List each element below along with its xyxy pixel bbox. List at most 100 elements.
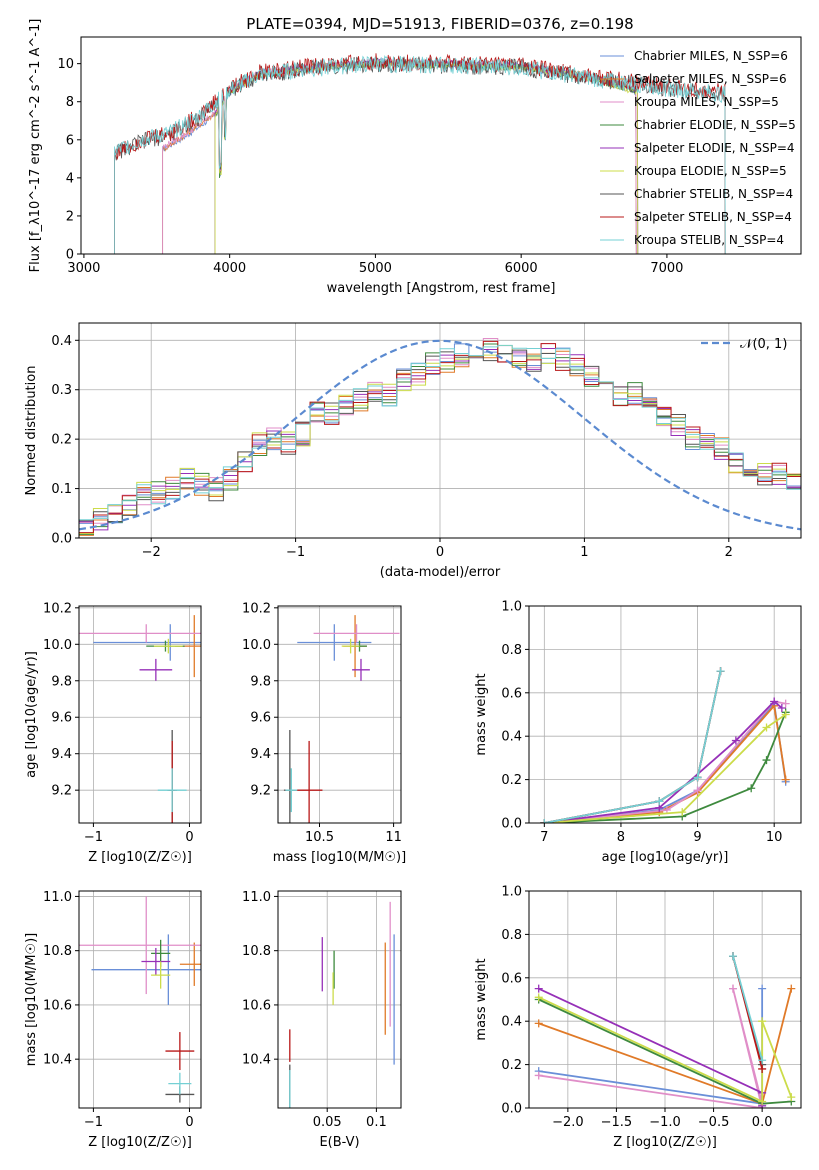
y-axis-label: mass weight (474, 673, 489, 755)
weight-point-marker (762, 756, 771, 765)
y-tick-label: 9.2 (51, 784, 72, 799)
y-tick-label: 10.4 (43, 1053, 72, 1068)
y-tick-label: 9.2 (250, 784, 271, 799)
plot-frame (78, 890, 202, 1109)
y-axis-label: mass weight (474, 958, 489, 1040)
x-axis-label: wavelength [Angstrom, rest frame] (327, 281, 556, 296)
data-layer (283, 615, 400, 823)
weight-series-line (544, 701, 787, 823)
weight-point-marker (678, 808, 687, 817)
y-tick-label: 0 (66, 248, 74, 263)
panel-mass_vs_EBV: 0.05 0.1 10.4 10.6 10.8 11.0 E(B-V) (242, 890, 402, 1150)
x-tick-label: 11 (385, 830, 402, 845)
weight-point-marker (540, 819, 549, 823)
panel-age_vs_mass: 10.5 11 9.2 9.4 9.6 9.8 10.0 10.2 mass [log10(M/… (242, 601, 406, 865)
weight-point-marker (747, 784, 756, 793)
histogram-series (79, 344, 801, 535)
legend-label: Chabrier ELODIE, N_SSP=5 (634, 118, 796, 132)
panel-mass_weight_vs_age: 7 8 9 10 0.0 0.2 0.4 0.6 0.8 1.0 age [log10(age/yr… (474, 600, 802, 865)
y-tick-label: 0.1 (51, 482, 72, 497)
x-tick-label: 10 (766, 830, 783, 845)
x-tick-label: −2.0 (552, 1115, 584, 1130)
weight-point-marker (777, 703, 786, 712)
x-tick-label: −1.0 (649, 1115, 681, 1130)
data-layer (534, 952, 796, 1108)
y-tick-label: 0.8 (501, 928, 522, 943)
weight-point-marker (758, 984, 767, 993)
plot-frame (80, 36, 802, 255)
panel-spectrum: 3000 4000 5000 6000 7000 0 2 4 6 8 10 wavelength [A… (28, 19, 802, 296)
data-layer (79, 338, 801, 536)
y-tick-label: 0.6 (501, 686, 522, 701)
normal-curve-line (79, 339, 801, 531)
y-tick-label: 0.2 (51, 433, 72, 448)
weight-point-marker (716, 667, 725, 676)
weight-series-line (544, 703, 787, 823)
legend-label: Chabrier MILES, N_SSP=6 (634, 49, 788, 63)
plot-frame (528, 605, 802, 824)
y-tick-label: 6 (66, 133, 74, 148)
weight-point-marker (729, 984, 737, 993)
weight-point-marker (731, 736, 740, 745)
data-layer (289, 901, 395, 1108)
y-tick-label: 1.0 (501, 600, 522, 615)
panel-mass_weight_vs_Z: −2.0 −1.5 −1.0 −0.5 0.0 0.0 0.2 0.4 0.6 0.8 1.0 Z [… (474, 885, 802, 1150)
y-tick-label: 9.4 (250, 747, 271, 762)
plot-frame (277, 890, 402, 1109)
y-tick-label: 10 (57, 57, 74, 72)
y-tick-label: 0.0 (501, 1102, 522, 1117)
y-tick-label: 9.6 (51, 711, 72, 726)
data-layer (114, 53, 726, 254)
weight-point-marker (534, 984, 543, 993)
weight-point-marker (758, 1056, 767, 1065)
x-tick-label: 6000 (505, 261, 538, 276)
weight-point-marker (787, 1093, 796, 1102)
weight-point-marker (693, 773, 702, 782)
y-tick-label: 4 (66, 171, 74, 186)
spectrum-series-line (214, 59, 639, 254)
plot-frame (78, 605, 202, 824)
legend-label: Chabrier STELIB, N_SSP=4 (634, 187, 793, 201)
figure-title: PLATE=0394, MJD=51913, FIBERID=0376, z=0… (246, 15, 633, 33)
y-tick-label: 9.8 (51, 674, 72, 689)
x-tick-label: 1 (580, 545, 588, 560)
y-tick-label: 10.4 (242, 1053, 271, 1068)
x-axis-label: Z [log10(Z/Z☉)] (88, 1135, 192, 1150)
x-tick-label: 9 (693, 830, 701, 845)
weight-point-marker (781, 775, 790, 784)
weight-series-line (538, 988, 764, 1108)
weight-point-marker (787, 984, 796, 993)
y-tick-label: 9.8 (250, 674, 271, 689)
y-tick-label: 10.0 (242, 638, 271, 653)
data-layer (540, 667, 790, 823)
plot-frame (277, 605, 402, 824)
y-tick-label: 0.2 (501, 1058, 522, 1073)
y-tick-label: 8 (66, 95, 74, 110)
histogram-series (79, 348, 801, 531)
y-tick-label: 0.2 (501, 773, 522, 788)
x-axis-label: (data-model)/error (380, 565, 501, 580)
weight-point-marker (781, 699, 790, 708)
y-tick-label: 10.8 (242, 944, 271, 959)
y-tick-label: 10.8 (43, 944, 72, 959)
histogram-series (79, 349, 801, 523)
y-tick-label: 0.4 (51, 334, 72, 349)
y-tick-label: 9.4 (51, 747, 72, 762)
y-axis-label: mass [log10(M/M☉)] (24, 933, 39, 1066)
x-tick-label: 4000 (213, 261, 246, 276)
y-tick-label: 1.0 (501, 885, 522, 900)
x-tick-label: 0.1 (366, 1115, 387, 1130)
y-tick-label: 10.6 (43, 998, 72, 1013)
y-tick-label: 0.4 (501, 1015, 522, 1030)
weight-point-marker (534, 1071, 543, 1080)
x-axis-label: mass [log10(M/M☉)] (273, 850, 406, 865)
y-tick-label: 0.0 (51, 532, 72, 547)
weight-point-marker (758, 1017, 767, 1026)
histogram-series (79, 343, 801, 535)
data-layer (79, 615, 201, 823)
x-tick-label: −1 (286, 545, 305, 560)
legend-label: Kroupa MILES, N_SSP=5 (634, 95, 779, 109)
x-tick-label: 8 (617, 830, 625, 845)
weight-series-line (544, 713, 787, 823)
